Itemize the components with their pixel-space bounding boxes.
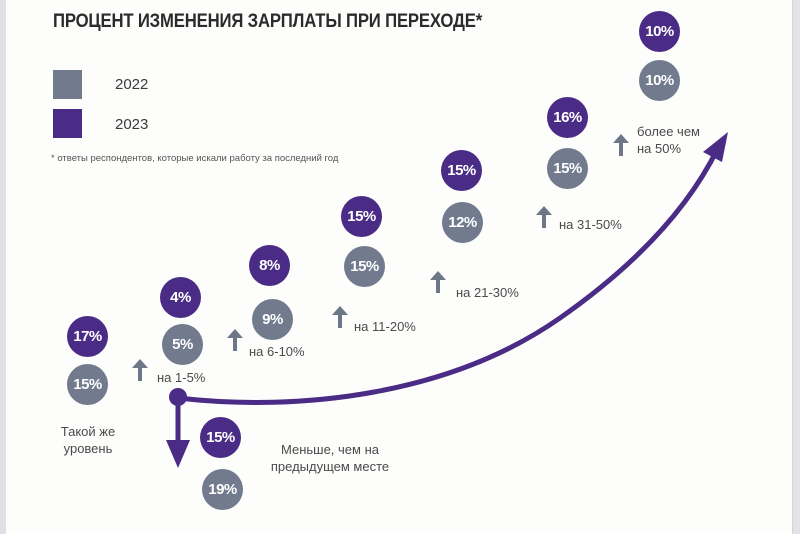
bubble-2023-6-10: 8% xyxy=(249,245,290,286)
label-6-10: на 6-10% xyxy=(249,344,305,359)
label-over-50: более чем на 50% xyxy=(637,123,700,157)
legend-label-2023: 2023 xyxy=(115,116,149,133)
bubble-2023-1-5: 4% xyxy=(160,277,201,318)
bubble-2022-1-5: 5% xyxy=(162,324,203,365)
bubble-2023-21-30: 15% xyxy=(441,150,482,191)
label-line: на 50% xyxy=(637,141,682,156)
bubble-2022-same-level: 15% xyxy=(67,364,108,405)
label-line: Меньше, чем на xyxy=(280,442,379,457)
label-11-20: на 11-20% xyxy=(354,319,416,334)
up-arrow-icon xyxy=(227,329,243,351)
bubble-2022-21-30: 12% xyxy=(442,202,483,243)
bubble-2022-over-50: 10% xyxy=(639,60,680,101)
bubble-2023-31-50: 16% xyxy=(547,97,588,138)
bubble-2022-31-50: 15% xyxy=(547,148,588,189)
label-1-5: на 1-5% xyxy=(157,370,206,385)
label-line: предыдущем месте xyxy=(270,459,390,474)
up-arrow-icon xyxy=(536,206,552,228)
bubble-2023-11-20: 15% xyxy=(341,196,382,237)
frame-left-border xyxy=(0,0,6,534)
label-31-50: на 31-50% xyxy=(559,217,622,232)
legend-swatch-2022 xyxy=(53,70,82,99)
legend-label-2022: 2022 xyxy=(115,76,149,93)
bubble-2023-over-50: 10% xyxy=(639,11,680,52)
footnote: * ответы респондентов, которые искали ра… xyxy=(51,153,339,164)
bubble-2022-less: 19% xyxy=(202,469,243,510)
up-arrow-icon xyxy=(613,134,629,156)
label-same-level: Такой же уровень xyxy=(52,423,124,457)
bubble-2023-same-level: 17% xyxy=(67,316,108,357)
bubble-2022-11-20: 15% xyxy=(344,246,385,287)
up-arrow-icon xyxy=(332,306,348,328)
label-line: уровень xyxy=(63,441,113,456)
chart-title: ПРОЦЕНТ ИЗМЕНЕНИЯ ЗАРПЛАТЫ ПРИ ПЕРЕХОДЕ* xyxy=(53,11,483,32)
up-arrow-icon xyxy=(430,271,446,293)
legend-swatch-2023 xyxy=(53,109,82,138)
up-arrow-icon xyxy=(132,359,148,381)
frame-right-border xyxy=(792,0,800,534)
label-line: более чем xyxy=(637,124,700,139)
bubble-2022-6-10: 9% xyxy=(252,299,293,340)
label-line: Такой же xyxy=(60,424,116,439)
label-less: Меньше, чем на предыдущем месте xyxy=(268,441,392,475)
bubble-2023-less: 15% xyxy=(200,417,241,458)
label-21-30: на 21-30% xyxy=(456,285,519,300)
